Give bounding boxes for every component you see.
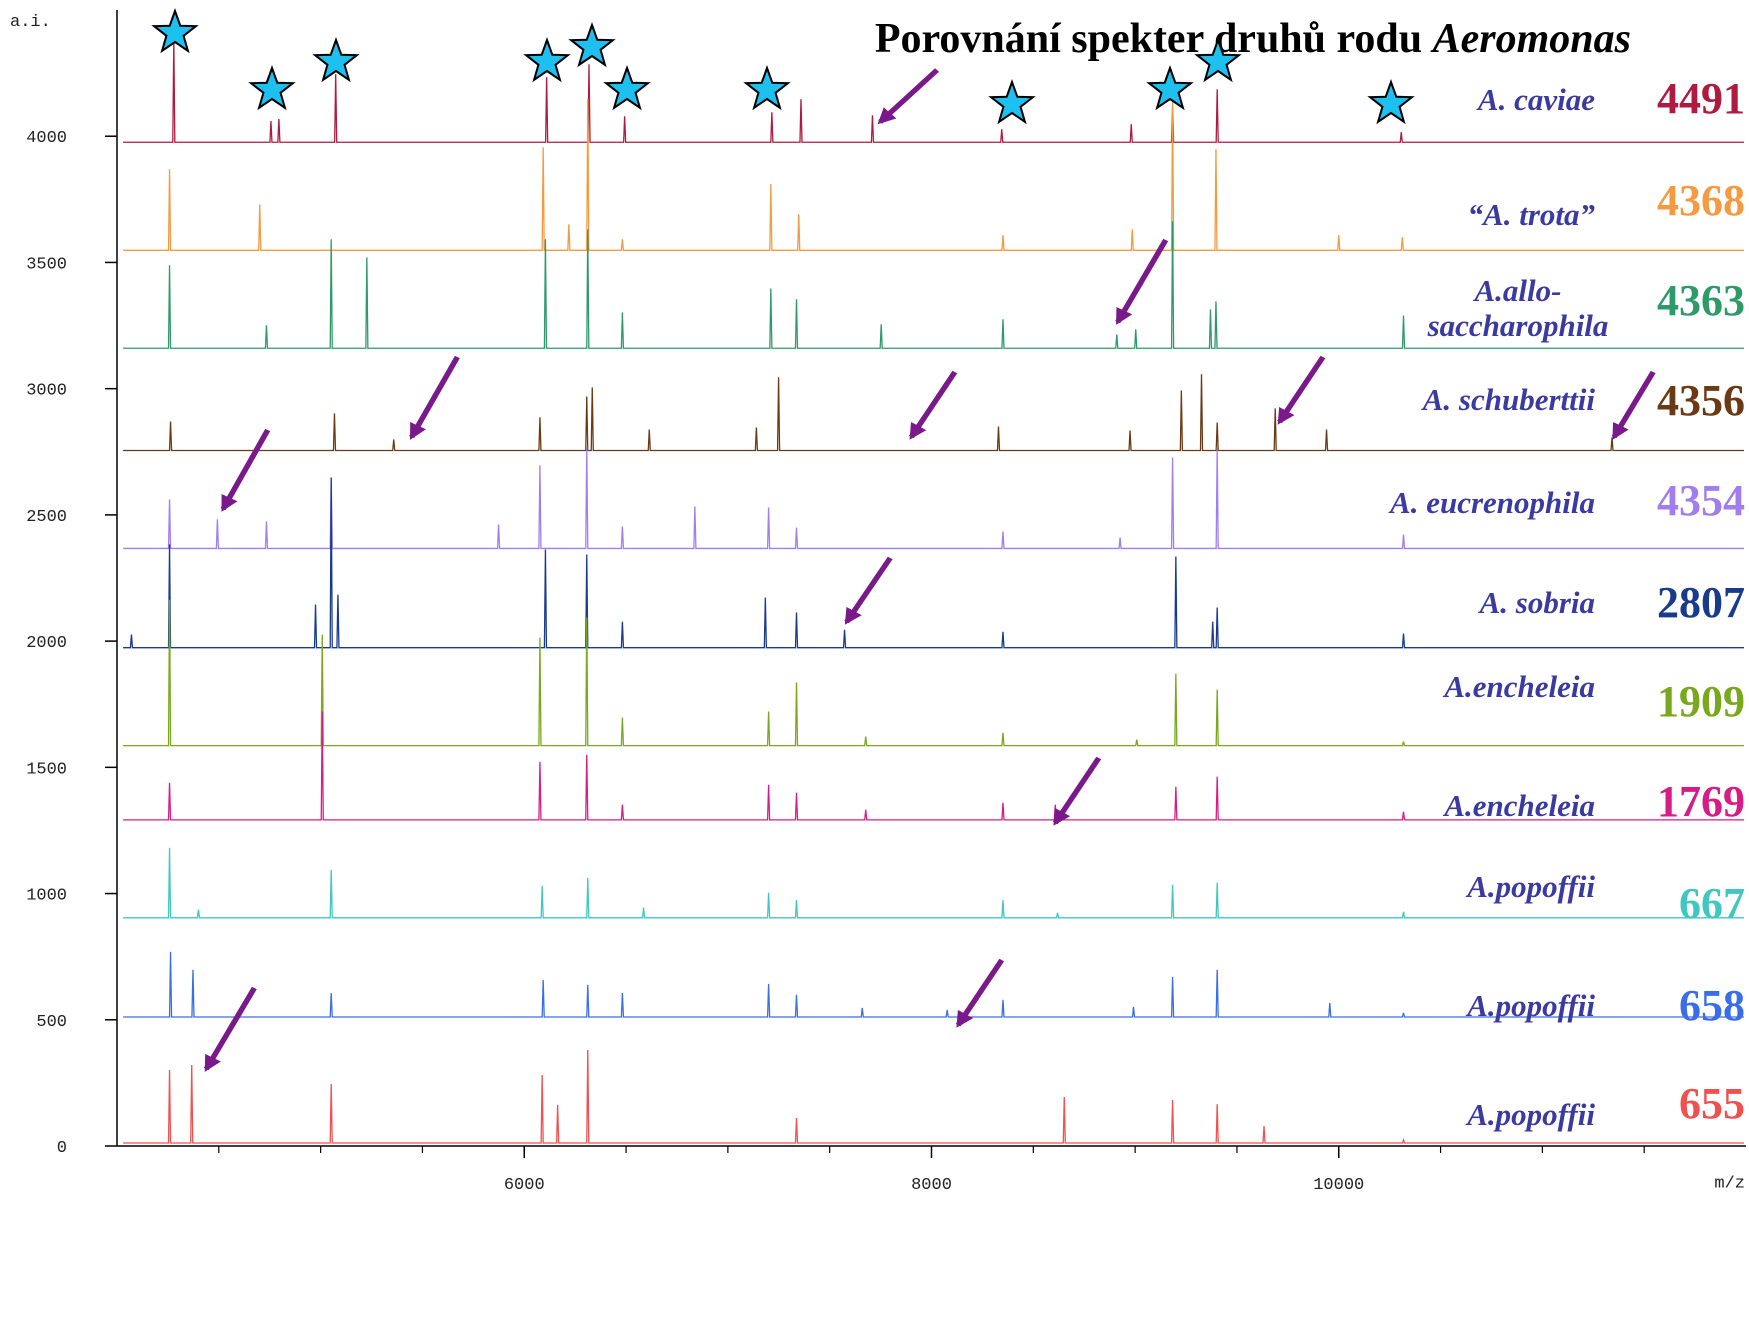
title-genus: Aeromonas: [1430, 16, 1631, 62]
arrow: [1277, 355, 1326, 425]
arrow: [220, 428, 271, 512]
title-text: Porovnání spekter druhů rodu: [875, 16, 1422, 62]
plot: 0 500 1000 1500 2000 2500 3000 3500 4000 6000 8000…: [26, 10, 1746, 1195]
x-tick-label: 8000: [911, 1176, 952, 1195]
strain-id: 4363: [1657, 276, 1745, 325]
star: [250, 67, 294, 109]
star: [1148, 67, 1192, 109]
y-tick-label: 1500: [26, 760, 67, 779]
spectrum-line: [123, 951, 1744, 1018]
y-tick-label: 500: [36, 1013, 67, 1032]
spectrum-line: [123, 447, 1744, 550]
spectrum-line: [123, 847, 1744, 919]
spectrum-line: [123, 477, 1744, 649]
strain-id: 4354: [1657, 476, 1745, 525]
arrow: [908, 370, 958, 440]
spectrum-line: [123, 99, 1744, 251]
arrow: [203, 986, 257, 1072]
spectrum-line: [123, 711, 1744, 821]
arrow: [1611, 370, 1656, 440]
spectrum-line: [123, 599, 1744, 747]
strain-id: 667: [1679, 879, 1745, 928]
y-tick-label: 3500: [26, 255, 67, 274]
x-tick-label: 6000: [504, 1176, 545, 1195]
y-tick-label: 1000: [26, 887, 67, 906]
strain-id: 1769: [1657, 777, 1745, 826]
star: [745, 67, 789, 109]
spectrum-line: [123, 374, 1744, 452]
y-tick-label: 4000: [26, 129, 67, 148]
arrow: [1115, 238, 1169, 325]
strain-id: 655: [1679, 1079, 1745, 1128]
strain-id: 4491: [1657, 74, 1745, 123]
arrow: [877, 68, 940, 125]
star: [525, 39, 569, 81]
strain-id: 4356: [1657, 376, 1745, 425]
arrow: [409, 355, 460, 440]
y-tick-label: 0: [57, 1139, 67, 1158]
x-axis-label: m/z: [1714, 1174, 1745, 1193]
star: [570, 24, 614, 66]
strain-id: 1909: [1657, 677, 1745, 726]
x-tick-label: 10000: [1313, 1176, 1364, 1195]
strain-id: 4368: [1657, 176, 1745, 225]
star: [314, 39, 358, 81]
strain-id: 658: [1679, 981, 1745, 1030]
arrow: [955, 958, 1005, 1028]
star: [605, 67, 649, 109]
strain-id: 2807: [1657, 578, 1745, 627]
y-tick-label: 3000: [26, 382, 67, 401]
star: [153, 10, 197, 52]
arrows: [203, 68, 1656, 1072]
star: [1369, 81, 1413, 123]
arrow: [1052, 756, 1102, 826]
y-axis-label: a.i.: [10, 13, 51, 32]
arrow: [844, 556, 893, 625]
spectrum-line: [123, 221, 1744, 349]
spectrum-line: [123, 1049, 1744, 1144]
y-tick-label: 2000: [26, 634, 67, 653]
chart-title: Porovnání spekter druhů rodu Aeromonas: [875, 16, 1631, 62]
y-tick-label: 2500: [26, 508, 67, 527]
star: [990, 81, 1034, 123]
